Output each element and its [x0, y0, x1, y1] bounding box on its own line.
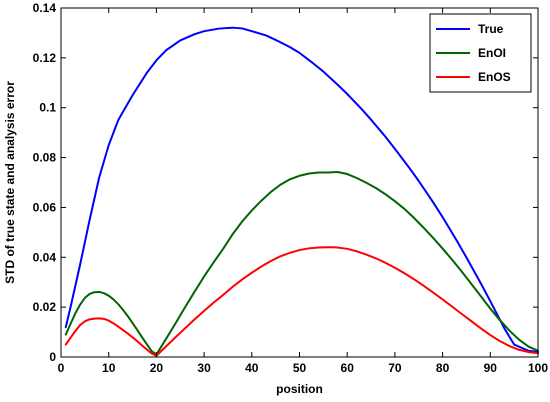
legend-label-true: True	[478, 22, 504, 36]
x-tick-label: 50	[293, 361, 307, 375]
legend-label-enoi: EnOI	[478, 46, 506, 60]
x-tick-label: 80	[436, 361, 450, 375]
y-tick-label: 0.1	[39, 101, 56, 115]
x-tick-label: 70	[388, 361, 402, 375]
y-tick-label: 0.06	[33, 200, 57, 214]
x-axis-label: position	[276, 382, 323, 396]
y-tick-label: 0.04	[33, 250, 57, 264]
y-tick-label: 0.12	[33, 51, 57, 65]
series-line-enoi	[64, 171, 539, 356]
x-tick-label: 20	[150, 361, 164, 375]
legend: True EnOI EnOS	[429, 13, 532, 93]
x-tick-label: 60	[341, 361, 355, 375]
y-axis-label: STD of true state and analysis error	[3, 81, 17, 284]
axis-layer: 0 10 20 30 40 50 60 70 80 90 100 0 0.02 0.04 0.06 0.08 0…	[33, 1, 549, 375]
x-tick-label: 90	[484, 361, 498, 375]
x-tick-label: 0	[58, 361, 65, 375]
y-tick-label: 0.02	[33, 300, 57, 314]
series-layer	[64, 26, 539, 357]
legend-label-enos: EnOS	[478, 70, 511, 84]
series-line-true	[64, 26, 539, 354]
x-tick-label: 100	[528, 361, 548, 375]
y-tick-label: 0.08	[33, 151, 57, 165]
y-tick-label: 0.14	[33, 1, 57, 15]
series-line-enos	[64, 246, 539, 357]
x-tick-label: 30	[197, 361, 211, 375]
x-tick-label: 40	[245, 361, 259, 375]
x-tick-label: 10	[102, 361, 116, 375]
y-tick-label: 0	[49, 350, 56, 364]
